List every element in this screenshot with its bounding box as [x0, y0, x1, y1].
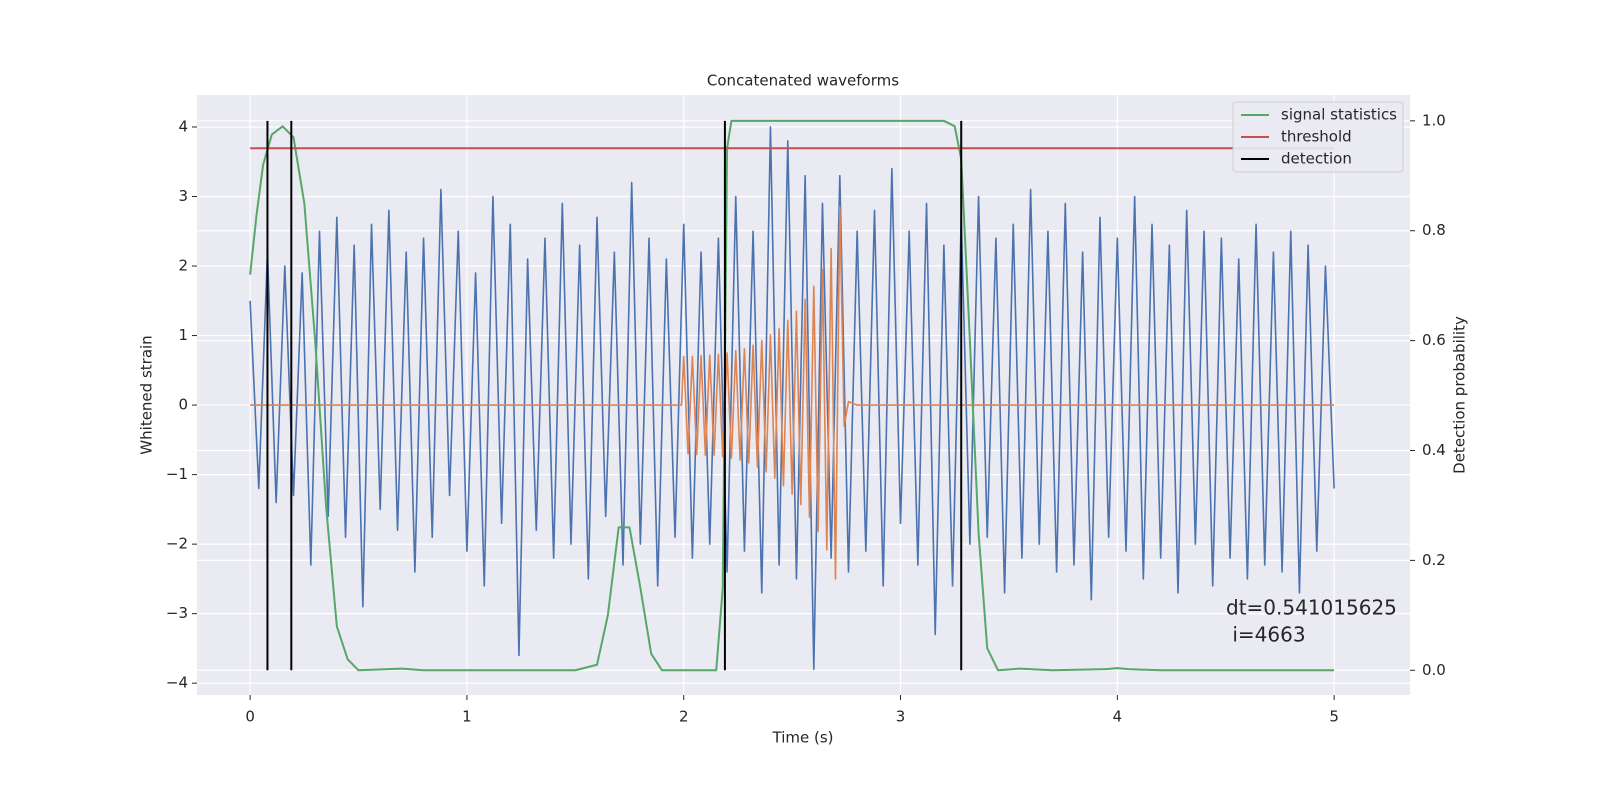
y-axis-label: Whitened strain	[138, 335, 156, 454]
y2-tick-label: 0.2	[1422, 551, 1446, 569]
waveform-line	[250, 206, 1335, 580]
y-tick-label: 3	[178, 187, 188, 205]
legend: signal statistics threshold detection	[1232, 101, 1404, 173]
y-tick-label: 0	[178, 396, 188, 414]
x-tick-label: 5	[1329, 708, 1339, 726]
y2-tick-label: 1.0	[1422, 111, 1446, 129]
series-line	[249, 119, 1335, 672]
y-tick-label: −2	[166, 535, 188, 553]
y2-tick-label: 0.0	[1422, 661, 1446, 679]
annotation: i=4663	[1226, 623, 1306, 647]
y-tick-label: −3	[166, 604, 188, 622]
x-tick-label: 2	[679, 708, 689, 726]
y-tick-label: −1	[166, 465, 188, 483]
marks	[249, 119, 1335, 672]
annotation: dt=0.541015625	[1226, 596, 1397, 620]
legend-label: threshold	[1281, 128, 1352, 146]
y-tick-label: −4	[166, 674, 188, 692]
x-tick-label: 0	[245, 708, 255, 726]
legend-label: signal statistics	[1281, 106, 1397, 124]
legend-label: detection	[1281, 150, 1352, 168]
y2-tick-label: 0.6	[1422, 331, 1446, 349]
x-tick-label: 4	[1113, 708, 1123, 726]
x-axis-label: Time (s)	[772, 729, 834, 747]
y2-axis-label: Detection probability	[1451, 316, 1469, 474]
y2-tick-label: 0.8	[1422, 221, 1446, 239]
legend-box	[1232, 101, 1404, 173]
y-tick-label: 4	[178, 117, 188, 135]
x-tick-label: 1	[462, 708, 472, 726]
x-tick-label: 3	[896, 708, 906, 726]
chart-title: Concatenated waveforms	[707, 72, 899, 90]
y-tick-label: 1	[178, 326, 188, 344]
y-tick-label: 2	[178, 257, 188, 275]
y2-tick-label: 0.4	[1422, 441, 1446, 459]
waveform-line	[249, 126, 1335, 671]
